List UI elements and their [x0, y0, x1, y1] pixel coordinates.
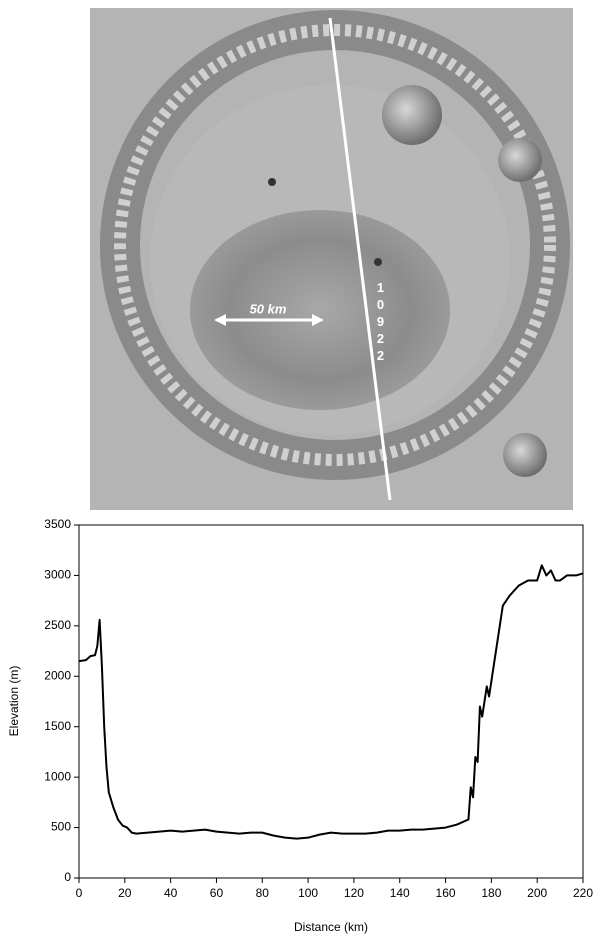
scale-label: 50 km	[250, 301, 287, 316]
x-tick-label: 60	[210, 886, 224, 900]
y-tick-label: 2500	[44, 618, 71, 632]
elevation-line	[78, 564, 584, 840]
plot-frame	[78, 524, 584, 879]
y-axis-label: Elevation (m)	[7, 666, 21, 737]
x-tick-label: 20	[118, 886, 132, 900]
y-tick-label: 0	[64, 870, 71, 884]
x-tick-label: 180	[481, 886, 501, 900]
x-tick-label: 100	[298, 886, 318, 900]
y-tick-label: 3500	[44, 517, 71, 531]
x-tick-label: 220	[573, 886, 593, 900]
x-tick-label: 160	[436, 886, 456, 900]
y-tick-label: 2000	[44, 668, 71, 682]
y-tick-label: 3000	[44, 568, 71, 582]
y-tick-label: 1000	[44, 769, 71, 783]
track-label: 10922	[373, 280, 388, 365]
x-tick-label: 40	[164, 886, 178, 900]
y-tick-label: 1500	[44, 719, 71, 733]
crater-image: 50 km	[90, 8, 573, 510]
x-tick-label: 0	[76, 886, 83, 900]
x-tick-label: 200	[527, 886, 547, 900]
x-tick-label: 80	[256, 886, 270, 900]
x-tick-label: 120	[344, 886, 364, 900]
x-tick-label: 140	[390, 886, 410, 900]
y-tick-label: 500	[51, 820, 71, 834]
x-axis-label: Distance (km)	[294, 920, 368, 934]
